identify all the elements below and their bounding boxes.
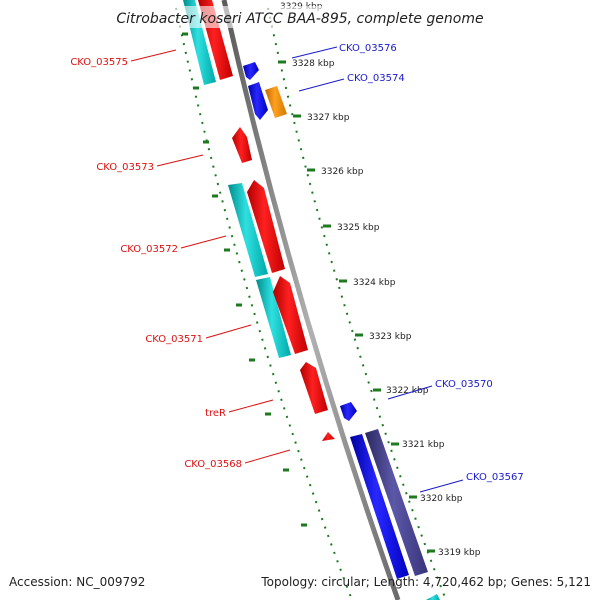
kbp-label: 3323 kbp bbox=[369, 332, 412, 342]
genome-title: Citrobacter koseri ATCC BAA-895, complet… bbox=[116, 11, 483, 27]
kbp-label: 3319 kbp bbox=[438, 548, 481, 558]
kbp-label: 3321 kbp bbox=[402, 440, 445, 450]
kbp-label: 3324 kbp bbox=[353, 278, 396, 288]
label-cko-03574[interactable]: CKO_03574 bbox=[347, 73, 405, 84]
kbp-label: 3326 kbp bbox=[321, 167, 364, 177]
cyan-block-3 bbox=[256, 277, 291, 358]
accession-text: Accession: NC_009792 bbox=[9, 575, 145, 589]
cyan-block-2 bbox=[228, 183, 268, 277]
title-backdrop bbox=[116, 6, 486, 28]
genome-backbone bbox=[221, 0, 401, 600]
gene-cyan-bottom bbox=[426, 594, 440, 600]
gene-cko-03574-blue[interactable] bbox=[248, 82, 268, 120]
gene-cko-03567[interactable] bbox=[365, 429, 428, 576]
forward-label-group bbox=[291, 46, 464, 493]
kbp-label: 3325 kbp bbox=[337, 223, 380, 233]
inner-tick-group bbox=[182, 32, 307, 527]
label-cko-03570[interactable]: CKO_03570 bbox=[435, 379, 493, 390]
label-trer[interactable]: treR bbox=[205, 408, 226, 419]
reverse-label-group bbox=[130, 49, 291, 464]
gene-cko-03571[interactable] bbox=[273, 276, 308, 354]
gene-cko-03572[interactable] bbox=[247, 180, 285, 273]
kbp-label: 3322 kbp bbox=[386, 386, 429, 396]
label-cko-03572[interactable]: CKO_03572 bbox=[120, 244, 178, 255]
gene-cko-03576[interactable] bbox=[243, 62, 259, 80]
gene-cko-03573[interactable] bbox=[232, 127, 252, 163]
label-cko-03568[interactable]: CKO_03568 bbox=[184, 459, 242, 470]
gene-cko-03570[interactable] bbox=[340, 402, 357, 421]
kbp-tick-group bbox=[278, 60, 435, 553]
gene-blue-long[interactable] bbox=[350, 434, 409, 579]
kbp-label: 3320 kbp bbox=[420, 494, 463, 504]
topology-text: Topology: circular; Length: 4,720,462 bp… bbox=[260, 575, 591, 589]
gene-trer[interactable] bbox=[300, 362, 328, 414]
label-cko-03567[interactable]: CKO_03567 bbox=[466, 472, 524, 483]
kbp-label: 3327 kbp bbox=[307, 113, 350, 123]
label-cko-03571[interactable]: CKO_03571 bbox=[145, 334, 203, 345]
label-cko-03576[interactable]: CKO_03576 bbox=[339, 43, 397, 54]
kbp-label: 3328 kbp bbox=[292, 59, 335, 69]
gene-cko-03568[interactable] bbox=[322, 432, 335, 441]
label-cko-03573[interactable]: CKO_03573 bbox=[96, 162, 154, 173]
label-cko-03575[interactable]: CKO_03575 bbox=[70, 57, 128, 68]
gene-cko-03574[interactable] bbox=[265, 86, 287, 118]
